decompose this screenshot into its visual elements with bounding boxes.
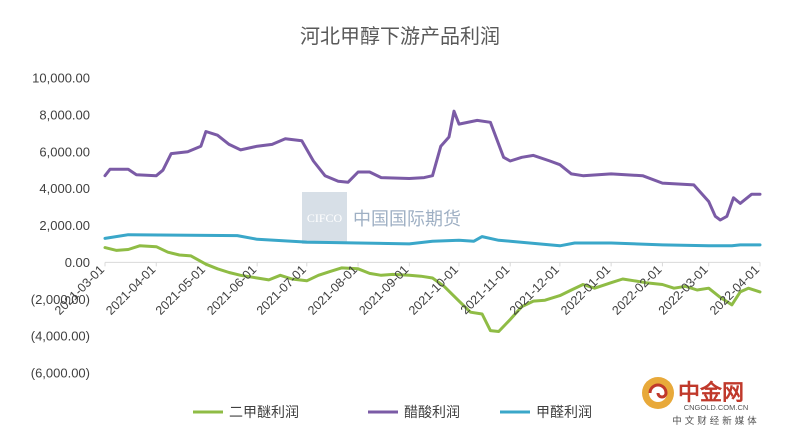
y-tick-label: 0.00 [65, 255, 90, 270]
logo-name: 中金网 [678, 380, 744, 406]
y-tick-label: 8,000.00 [39, 107, 90, 122]
legend-label-3: 甲醛利润 [536, 405, 592, 421]
legend-label-2: 醋酸利润 [404, 405, 460, 421]
logo-emblem-swirl-icon [648, 383, 668, 399]
x-tick-label: 2021-04-01 [103, 263, 158, 318]
y-tick-label: (6,000.00) [31, 366, 90, 381]
y-tick-label: 2,000.00 [39, 218, 90, 233]
x-tick-label: 2021-11-01 [458, 263, 512, 317]
series-line-1 [103, 244, 762, 333]
x-tick-label: 2021-03-01 [52, 263, 107, 318]
x-axis-tick-marks [104, 262, 761, 267]
chart-title: 河北甲醇下游产品利润 [300, 24, 500, 48]
x-tick-label: 2021-05-01 [153, 263, 208, 318]
cngold-logo: 中金网 CNGOLD.COM.CN 中文财经新媒体 [642, 377, 760, 427]
watermark-text: 中国国际期货 [353, 209, 461, 230]
logo-url: CNGOLD.COM.CN [684, 403, 749, 412]
x-tick-label: 2021-12-01 [507, 263, 562, 318]
y-tick-label: (2,000.00) [31, 292, 90, 307]
y-tick-label: 4,000.00 [39, 181, 90, 196]
x-tick-label: 2022-01-01 [558, 263, 613, 318]
x-tick-label: 2021-10-01 [406, 263, 461, 318]
y-tick-label: 6,000.00 [39, 144, 90, 159]
logo-tagline: 中文财经新媒体 [672, 415, 760, 427]
legend-label-1: 二甲醚利润 [229, 405, 299, 421]
series-line-2 [103, 109, 762, 222]
x-tick-label: 2021-06-01 [204, 263, 259, 318]
watermark-box [302, 192, 347, 244]
watermark: CIFCO 中国国际期货 [302, 192, 461, 244]
y-tick-label: 10,000.00 [32, 71, 90, 86]
watermark-box-text: CIFCO [307, 211, 343, 225]
series-layer [103, 109, 762, 333]
legend: 二甲醚利润 醋酸利润 甲醛利润 [193, 405, 592, 421]
y-tick-label: (4,000.00) [31, 329, 90, 344]
x-axis-tick-labels: 2021-03-012021-04-012021-05-012021-06-01… [52, 263, 762, 318]
x-tick-label: 2021-07-01 [254, 263, 309, 318]
y-axis-tick-labels: 10,000.00 8,000.00 6,000.00 4,000.00 2,000.0… [31, 71, 90, 381]
series-line-3 [103, 233, 762, 248]
